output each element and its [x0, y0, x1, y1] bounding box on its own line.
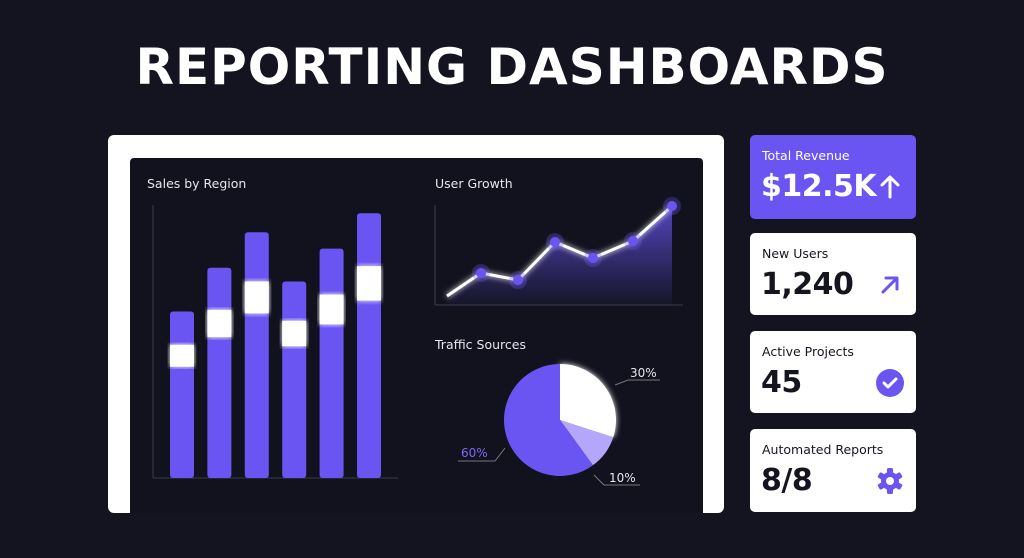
bar-highlight	[282, 320, 307, 347]
bar	[357, 213, 381, 478]
arrow-up-icon	[880, 175, 900, 199]
data-point	[513, 275, 523, 285]
card-value: 1,240	[761, 267, 854, 302]
bar	[319, 248, 344, 478]
data-point	[588, 253, 598, 263]
bar	[244, 232, 269, 478]
bar-highlight	[357, 266, 381, 301]
arrow-up-right-icon	[881, 276, 899, 294]
pie-slice	[560, 364, 616, 438]
leader-line	[458, 447, 506, 462]
growth-chart-title: User Growth	[435, 176, 513, 191]
sales-chart-title: Sales by Region	[147, 176, 247, 191]
traffic-pie-chart	[458, 364, 660, 486]
traffic-chart-title: Traffic Sources	[435, 337, 526, 352]
pie-slice	[560, 420, 614, 466]
gear-icon	[877, 468, 903, 494]
total-revenue-card[interactable]: Total Revenue $12.5K	[750, 135, 916, 219]
bar	[207, 267, 232, 478]
data-point	[667, 201, 677, 211]
pie-label-60: 60%	[461, 446, 488, 460]
bar-highlight	[170, 344, 194, 367]
card-label: New Users	[762, 246, 829, 261]
card-label: Total Revenue	[762, 148, 850, 163]
bar	[282, 281, 307, 478]
new-users-card[interactable]: New Users 1,240	[750, 233, 916, 315]
bar-highlight	[319, 294, 344, 325]
pie-label-10: 10%	[609, 471, 636, 485]
pie-slice	[504, 364, 593, 477]
card-value: 8/8	[761, 463, 813, 498]
area-fill	[447, 206, 672, 305]
card-value: 45	[761, 365, 802, 400]
check-circle-icon	[876, 369, 904, 397]
user-growth-chart	[434, 197, 683, 306]
data-point	[550, 237, 560, 247]
leader-line	[614, 379, 660, 386]
pie-label-30: 30%	[630, 366, 657, 380]
bar-highlight	[207, 309, 232, 338]
card-label: Automated Reports	[762, 442, 884, 457]
sales-bar-chart	[152, 205, 398, 479]
data-point	[628, 236, 638, 246]
card-value: $12.5K	[761, 169, 877, 204]
page-title: REPORTING DASHBOARDS	[135, 38, 889, 96]
bar-highlight	[244, 281, 269, 314]
automated-reports-card[interactable]: Automated Reports 8/8	[750, 429, 916, 512]
active-projects-card[interactable]: Active Projects 45	[750, 331, 916, 413]
leader-line	[593, 474, 640, 486]
bar	[170, 311, 194, 478]
card-label: Active Projects	[762, 344, 854, 359]
data-point	[476, 268, 486, 278]
